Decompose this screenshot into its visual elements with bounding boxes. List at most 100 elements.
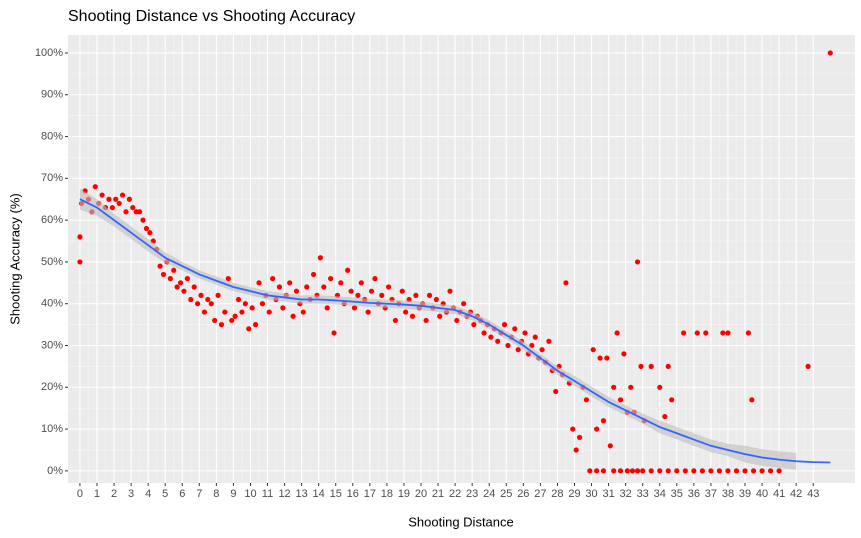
point — [368, 288, 375, 294]
point — [600, 418, 607, 424]
point — [77, 259, 83, 265]
point — [648, 468, 654, 474]
x-tick-label: 17 — [364, 488, 376, 500]
point — [205, 296, 211, 303]
point — [665, 363, 671, 370]
point — [392, 317, 399, 324]
point — [212, 317, 218, 324]
point — [123, 209, 129, 215]
x-tick-label: 14 — [313, 488, 325, 500]
point — [351, 305, 358, 311]
point — [600, 468, 607, 474]
point — [99, 192, 105, 198]
x-tick-label: 16 — [347, 488, 359, 500]
x-tick-label: 15 — [330, 488, 342, 500]
point — [657, 384, 663, 390]
point — [501, 322, 508, 328]
point — [553, 388, 559, 395]
point — [570, 426, 576, 432]
point — [699, 468, 705, 474]
x-tick-label: 25 — [500, 488, 512, 500]
point — [280, 305, 286, 311]
point — [321, 284, 327, 290]
point — [691, 468, 697, 474]
point — [433, 296, 439, 303]
y-tick-label: 70% — [41, 172, 63, 184]
x-tick-label: 21 — [432, 488, 444, 500]
x-tick-label: 32 — [620, 488, 632, 500]
point — [317, 255, 323, 261]
x-tick-label: 9 — [230, 488, 236, 500]
point — [674, 468, 680, 474]
point — [195, 301, 201, 307]
point — [759, 468, 765, 474]
point — [116, 200, 122, 207]
x-tick-label: 38 — [722, 488, 734, 500]
point — [461, 301, 467, 307]
point — [749, 397, 755, 403]
x-tick-label: 11 — [262, 488, 273, 500]
point — [576, 434, 583, 441]
x-tick-label: 40 — [756, 488, 768, 500]
y-tick-label: 0% — [47, 465, 63, 477]
point — [143, 225, 150, 232]
point — [776, 468, 782, 474]
point — [126, 196, 132, 202]
point — [628, 384, 634, 390]
point — [167, 276, 173, 282]
point — [160, 271, 167, 278]
point — [634, 259, 641, 265]
point — [310, 271, 317, 278]
point — [750, 468, 757, 474]
point — [345, 267, 351, 273]
x-tick-label: 22 — [449, 488, 461, 500]
point — [604, 355, 610, 361]
point — [331, 330, 337, 336]
x-axis-label: Shooting Distance — [408, 514, 514, 529]
x-tick-label: 33 — [637, 488, 649, 500]
x-tick-label: 35 — [671, 488, 683, 500]
y-tick-label: 30% — [41, 339, 63, 351]
point — [328, 276, 334, 282]
point — [805, 363, 811, 370]
point — [454, 317, 460, 324]
point — [617, 468, 624, 474]
x-tick-label: 39 — [739, 488, 751, 500]
point — [358, 280, 364, 286]
x-tick-label: 24 — [483, 488, 495, 500]
point — [266, 309, 272, 315]
point — [532, 334, 538, 340]
smooth-line — [79, 198, 831, 464]
x-tick-label: 8 — [213, 488, 219, 500]
point — [249, 305, 255, 311]
point — [634, 468, 641, 474]
point — [229, 317, 235, 324]
point — [682, 468, 688, 474]
point — [348, 288, 354, 294]
point — [290, 313, 296, 319]
point — [648, 363, 654, 370]
x-tick-label: 30 — [585, 488, 597, 500]
point — [495, 338, 501, 344]
point — [188, 296, 194, 303]
point — [426, 292, 433, 298]
point — [725, 468, 731, 474]
point — [106, 196, 112, 202]
point — [522, 330, 528, 336]
point — [324, 305, 330, 311]
point — [208, 301, 214, 307]
point — [694, 330, 700, 336]
point — [413, 292, 419, 298]
point — [304, 284, 310, 290]
point — [512, 326, 518, 332]
point — [594, 426, 600, 432]
point — [147, 230, 153, 236]
x-tick-label: 4 — [145, 488, 151, 500]
point — [113, 196, 119, 202]
x-tick-label: 27 — [534, 488, 546, 500]
point — [640, 468, 646, 474]
point — [505, 342, 511, 349]
point — [215, 292, 221, 298]
x-tick-label: 28 — [551, 488, 563, 500]
